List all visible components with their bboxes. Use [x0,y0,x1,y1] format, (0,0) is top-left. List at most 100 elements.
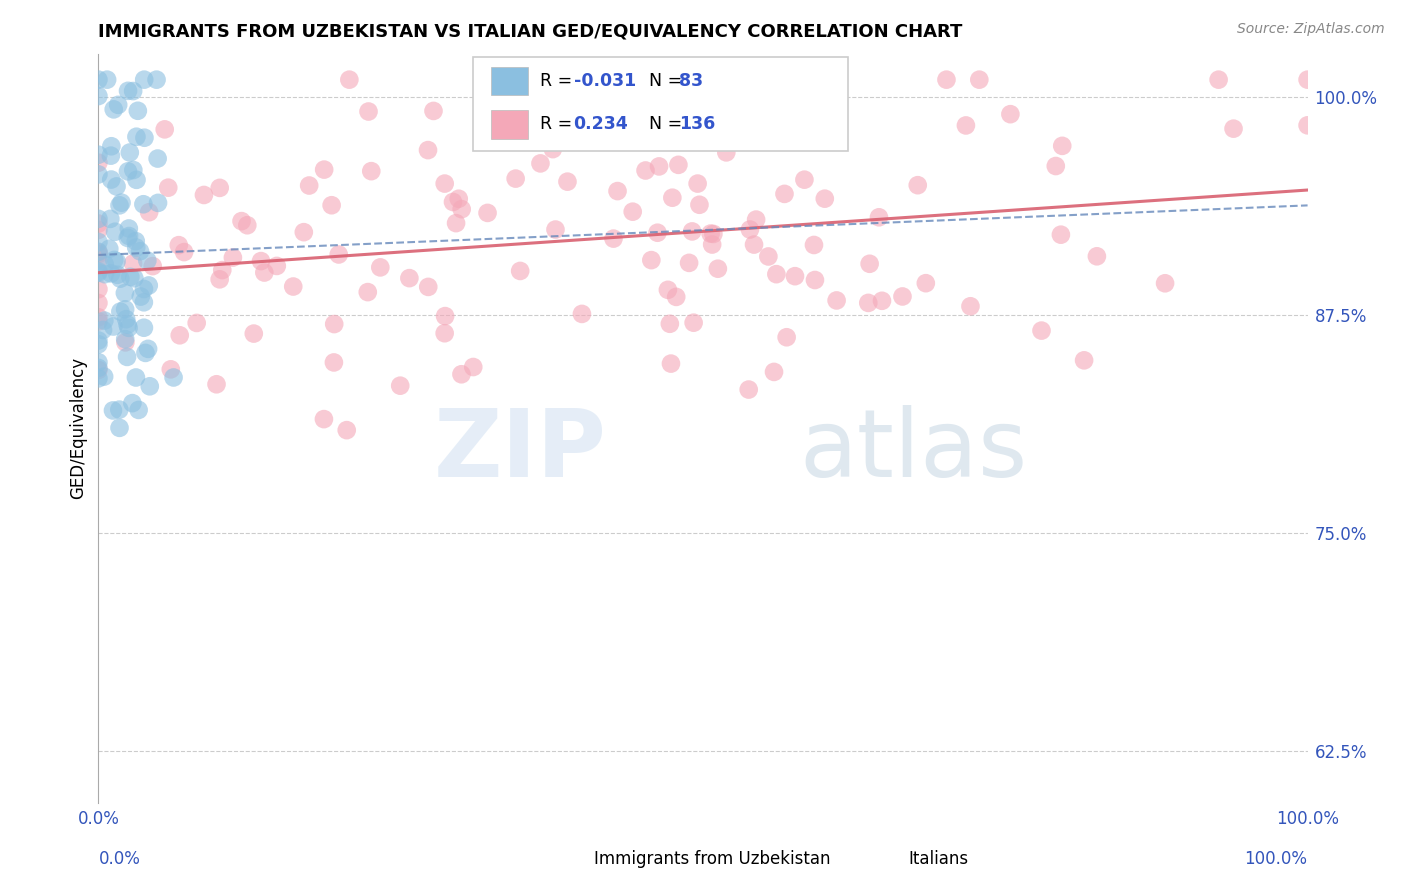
Point [117,231,139,245]
Point [87,235,110,249]
Point [907,178,929,193]
Text: ZIP: ZIP [433,405,606,497]
Point [115,350,138,364]
Point [125,173,148,187]
Point [634,163,657,178]
Point [659,357,682,371]
Point [668,158,690,172]
Point [96,72,118,87]
Point [748,131,770,145]
Point [738,383,761,397]
Point [138,278,160,293]
Point [253,266,276,280]
Point [153,122,176,136]
Point [98,211,121,226]
Point [87,217,110,231]
Text: R =: R = [540,72,572,90]
Point [134,346,156,360]
Point [87,89,110,103]
Point [571,307,593,321]
Point [688,198,710,212]
Point [208,272,231,286]
Point [699,227,721,241]
Point [169,328,191,343]
Point [418,280,440,294]
Point [422,103,444,118]
Point [114,302,136,317]
Point [742,237,765,252]
Point [132,295,155,310]
Point [793,172,815,186]
Point [1296,72,1319,87]
Point [368,260,391,275]
Point [120,269,142,284]
FancyBboxPatch shape [872,847,898,875]
Point [686,177,709,191]
Point [433,177,456,191]
Point [105,254,128,268]
Point [124,271,146,285]
Point [87,223,110,237]
Point [129,289,152,303]
Point [103,103,125,117]
Point [447,192,470,206]
Point [745,212,768,227]
Point [100,139,122,153]
Point [132,320,155,334]
Text: atlas: atlas [800,405,1028,497]
Point [1031,324,1053,338]
Point [110,304,132,318]
Point [647,226,669,240]
Point [450,368,472,382]
Point [266,259,288,273]
Point [959,299,981,313]
Point [104,225,127,239]
Point [702,237,724,252]
Point [389,378,412,392]
Point [969,72,991,87]
Point [606,184,628,198]
Point [322,355,344,369]
Point [678,256,700,270]
Point [1208,72,1230,87]
Point [1045,159,1067,173]
Text: R =: R = [540,115,572,133]
Point [1050,227,1073,242]
Point [87,363,110,377]
Point [242,326,264,341]
Text: 136: 136 [679,115,716,133]
FancyBboxPatch shape [474,57,848,151]
Point [87,252,110,267]
Point [328,247,350,261]
Point [87,245,110,260]
Point [122,256,145,270]
Text: 100.0%: 100.0% [1244,850,1308,868]
Text: Italians: Italians [908,850,969,868]
Point [321,198,343,212]
Point [640,253,662,268]
Point [157,180,180,194]
Point [444,216,467,230]
Point [100,266,122,280]
Point [87,360,110,375]
Point [357,104,380,119]
Point [323,317,346,331]
Point [1052,139,1074,153]
Point [434,309,457,323]
Point [115,312,138,326]
Point [814,192,837,206]
Point [665,290,688,304]
Point [103,319,125,334]
Point [87,244,110,259]
Point [122,84,145,98]
Point [121,396,143,410]
Point [1000,107,1022,121]
Point [222,251,245,265]
Point [648,160,671,174]
Point [98,242,121,256]
Point [509,264,531,278]
Point [738,222,761,236]
Text: N =: N = [648,115,682,133]
Point [557,175,579,189]
Point [94,267,117,281]
